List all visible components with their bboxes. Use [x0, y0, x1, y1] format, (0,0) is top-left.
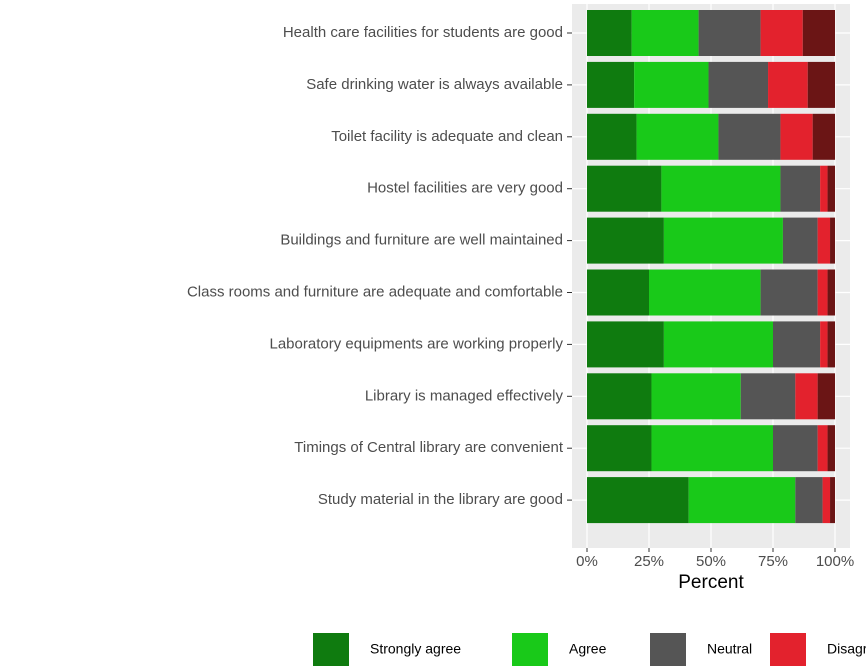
x-axis-label: Percent	[678, 572, 744, 593]
bar	[651, 425, 773, 472]
bar	[587, 425, 652, 472]
bar	[802, 10, 835, 56]
y-tick-label: Hostel facilities are very good	[367, 180, 563, 197]
bar	[795, 477, 823, 524]
bar	[587, 113, 637, 160]
bar	[795, 373, 818, 420]
bar	[773, 425, 818, 472]
bar	[663, 217, 783, 264]
bar	[649, 269, 761, 316]
bar	[718, 113, 781, 160]
bar	[663, 321, 773, 368]
legend-key	[313, 633, 349, 666]
bar	[698, 10, 761, 56]
x-tick-label: 75%	[758, 553, 788, 570]
bar	[817, 217, 831, 264]
bar	[587, 373, 652, 420]
y-tick-label: Class rooms and furniture are adequate a…	[187, 283, 563, 300]
bar	[827, 425, 835, 472]
bar	[708, 61, 769, 108]
bar	[634, 61, 709, 108]
bar	[587, 165, 662, 212]
bar	[827, 321, 835, 368]
y-tick-label: Study material in the library are good	[318, 491, 563, 508]
bar	[587, 269, 649, 316]
y-tick-label: Toilet facility is adequate and clean	[331, 128, 563, 145]
legend-key	[512, 633, 548, 666]
legend-label: Strongly agree	[370, 641, 461, 657]
bar	[830, 217, 835, 264]
bar	[587, 321, 664, 368]
bar	[760, 10, 803, 56]
bar	[822, 477, 831, 524]
y-tick-label: Buildings and furniture are well maintai…	[280, 232, 563, 249]
x-tick-label: 50%	[696, 553, 726, 570]
legend-label: Neutral	[707, 641, 752, 657]
y-tick-label: Health care facilities for students are …	[283, 24, 563, 41]
legend-label: Agree	[569, 641, 607, 657]
bar	[587, 10, 632, 56]
bar	[651, 373, 741, 420]
y-tick-label: Timings of Central library are convenien…	[294, 439, 564, 456]
y-tick-label: Laboratory equipments are working proper…	[270, 335, 564, 352]
bar	[587, 217, 664, 264]
bar	[812, 113, 835, 160]
bar	[768, 61, 808, 108]
legend-label: Disagree	[827, 641, 866, 657]
x-tick-label: 0%	[576, 553, 598, 570]
legend-key	[650, 633, 686, 666]
legend-key	[770, 633, 806, 666]
bar	[827, 269, 835, 316]
bar	[740, 373, 796, 420]
y-tick-label: Library is managed effectively	[365, 387, 564, 404]
bar	[760, 269, 818, 316]
bar	[817, 373, 835, 420]
bar	[827, 165, 835, 212]
bar	[782, 217, 818, 264]
x-tick-label: 100%	[816, 553, 854, 570]
bar	[820, 321, 828, 368]
bar	[780, 165, 821, 212]
x-tick-label: 25%	[634, 553, 664, 570]
bar	[587, 477, 689, 524]
bar	[688, 477, 796, 524]
bar	[636, 113, 719, 160]
bar	[820, 165, 828, 212]
bar	[661, 165, 781, 212]
bar	[631, 10, 699, 56]
bar	[817, 269, 828, 316]
bar	[830, 477, 835, 524]
bar	[587, 61, 635, 108]
bar	[773, 321, 821, 368]
bar	[817, 425, 828, 472]
bar	[807, 61, 835, 108]
y-tick-label: Safe drinking water is always available	[306, 76, 563, 93]
bar	[780, 113, 813, 160]
